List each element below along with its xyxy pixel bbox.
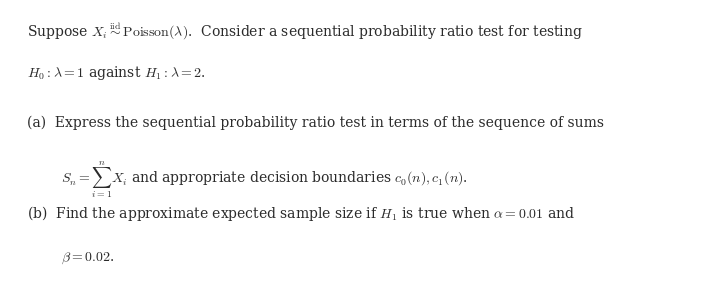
Text: (b)  Find the approximate expected sample size if $H_1$ is true when $\alpha = 0: (b) Find the approximate expected sample… bbox=[27, 204, 575, 224]
Text: $S_n = \sum_{i=1}^{n} X_i$ and appropriate decision boundaries $c_0(n), c_1(n)$.: $S_n = \sum_{i=1}^{n} X_i$ and appropria… bbox=[61, 160, 468, 200]
Text: $\beta = 0.02$.: $\beta = 0.02$. bbox=[61, 251, 114, 266]
Text: (a)  Express the sequential probability ratio test in terms of the sequence of s: (a) Express the sequential probability r… bbox=[27, 116, 604, 130]
Text: Suppose $X_i \overset{\mathrm{iid}}{\sim} \mathrm{Poisson}(\lambda)$.  Consider : Suppose $X_i \overset{\mathrm{iid}}{\sim… bbox=[27, 20, 583, 42]
Text: $H_0 : \lambda = 1$ against $H_1 : \lambda = 2$.: $H_0 : \lambda = 1$ against $H_1 : \lamb… bbox=[27, 64, 206, 82]
